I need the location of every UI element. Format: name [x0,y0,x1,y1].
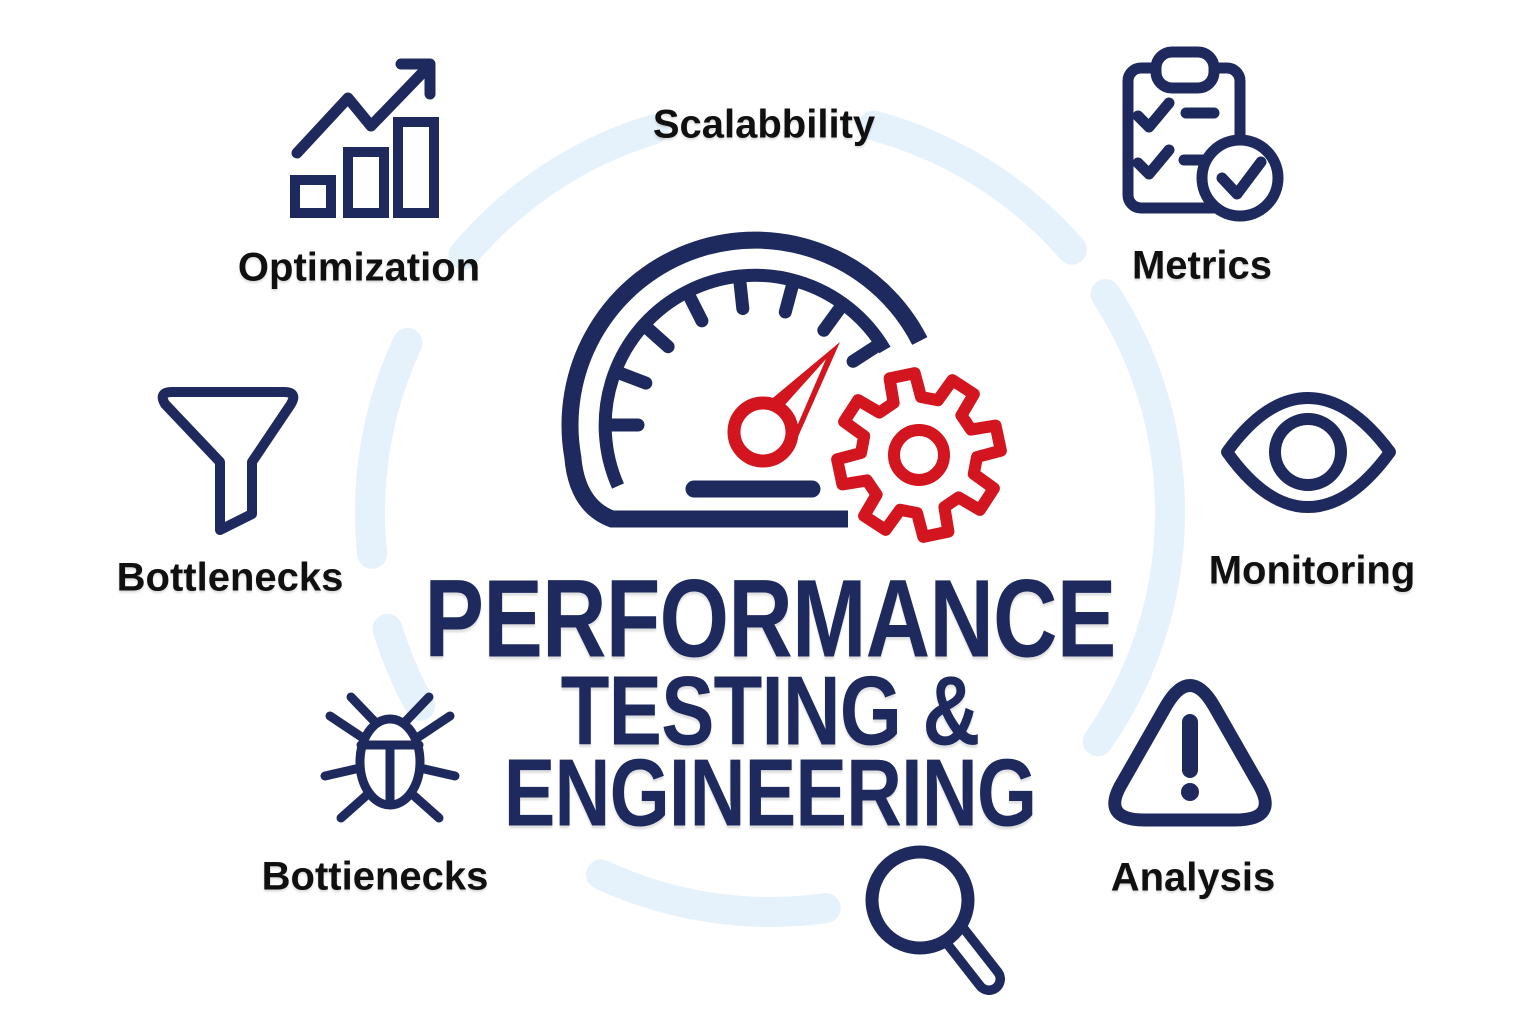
title-line-performance: PERFORMANCE [424,557,1116,681]
speedometer-icon [561,231,928,528]
gear-icon [831,367,1007,543]
label-optimization: Optimization [237,245,481,290]
label-monitoring: Monitoring [1208,548,1416,593]
title-line-engineering: ENGINEERING [503,740,1037,847]
label-analysis: Analysis [1110,855,1276,900]
label-bottienecks: Bottienecks [261,854,489,899]
funnel-icon [157,387,299,535]
label-metrics: Metrics [1131,243,1273,288]
clipboard-checklist-icon [1122,46,1284,222]
magnifier-icon [865,845,1005,995]
growth-chart-icon [290,58,439,218]
bug-icon [320,692,460,823]
warning-triangle-icon [1108,679,1272,827]
label-scalability: Scalabbility [652,102,876,147]
eye-icon [1221,392,1396,513]
background-circle-arcs [355,110,1186,927]
label-bottlenecks: Bottlenecks [116,555,344,600]
title-line-testing: TESTING & [560,655,981,766]
